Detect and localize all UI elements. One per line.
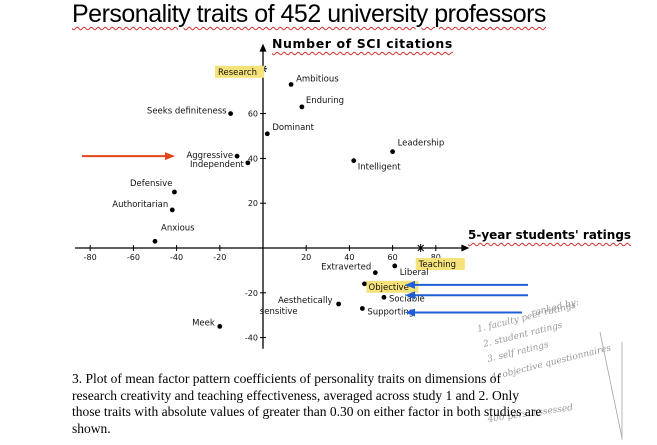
data-point (372, 270, 378, 276)
point-label: Objective (369, 283, 409, 293)
label-highlight (366, 280, 419, 293)
x-tick-label: -40 (170, 253, 183, 262)
x-tick-label: -60 (127, 253, 140, 262)
label-highlight (215, 65, 265, 78)
x-axis-arrowhead (461, 244, 470, 252)
data-point (392, 263, 398, 269)
x-tick-label: 40 (344, 253, 354, 262)
point-label: Anxious (161, 223, 195, 233)
y-tick-label: 40 (248, 154, 258, 163)
data-point (264, 131, 270, 137)
point-label: Aggressive (186, 151, 233, 161)
point-label: Dominant (272, 123, 314, 133)
page-title: Personality traits of 452 university pro… (72, 0, 546, 28)
y-axis-label: Number of SCI citations (272, 36, 453, 51)
data-point (172, 189, 177, 195)
y-tick-label: 20 (248, 199, 258, 208)
data-point (152, 238, 158, 244)
axis-markers: Research Teaching (215, 64, 465, 270)
data-point (351, 158, 357, 164)
data-point (299, 104, 305, 110)
data-point (390, 149, 395, 155)
point-label: Intelligent (358, 163, 402, 173)
data-point (336, 301, 341, 307)
point-label: Sociable (389, 294, 425, 304)
axis-marker-label: Teaching (418, 260, 456, 270)
y-tick-label: -40 (245, 334, 258, 343)
y-axis-arrowhead (259, 43, 267, 52)
annotation-arrowhead (405, 291, 415, 300)
data-point (362, 281, 367, 287)
x-axis-label: 5-year students' ratings (468, 228, 632, 242)
data-point (234, 153, 240, 159)
annotation-arrows (82, 152, 528, 317)
x-tick-label: 60 (388, 253, 398, 262)
x-tick-label: 20 (301, 253, 311, 262)
point-label: Enduring (306, 96, 344, 106)
x-tick-label: -80 (84, 253, 97, 262)
point-label: Defensive (130, 179, 172, 189)
x-tick-label: -20 (213, 253, 226, 262)
data-point (169, 207, 175, 213)
data-point (217, 324, 223, 329)
x-tick-label: 80 (431, 253, 441, 262)
point-label-line: Aesthetically (278, 296, 333, 306)
figure-caption: 3. Plot of mean factor pattern coefficie… (72, 371, 542, 436)
y-tick-label: 60 (248, 110, 258, 119)
point-label: Independent (190, 160, 245, 170)
point-label: Leadership (398, 139, 445, 149)
axes: -80-60-40-202040608080604020-20-40 (75, 43, 470, 349)
data-point (359, 306, 365, 311)
point-label-line: sensitive (260, 307, 298, 317)
annotation-arrowhead (165, 152, 175, 161)
data-point (288, 82, 294, 87)
point-label: Seeks definiteness (147, 107, 227, 117)
point-label: Aesthetically sensitive (260, 296, 333, 317)
point-label: Supporting (367, 307, 414, 317)
label-highlight (415, 258, 465, 270)
point-label: Liberal (400, 268, 429, 278)
data-point (228, 111, 234, 116)
annotation-arrowhead (405, 280, 415, 289)
data-points: Ambitious Enduring Seeks definiteness Domin… (112, 74, 445, 329)
asterisk-marker (416, 244, 425, 252)
data-point (245, 160, 251, 166)
axis-marker-label: Research (218, 68, 257, 78)
point-label: Extraverted (321, 263, 371, 273)
point-label: Authoritarian (112, 200, 168, 210)
annotation-arrowhead (405, 308, 415, 317)
point-label: Ambitious (296, 74, 339, 84)
point-label: Meek (192, 318, 215, 328)
y-tick-label: -20 (245, 289, 258, 298)
data-point (381, 294, 387, 300)
